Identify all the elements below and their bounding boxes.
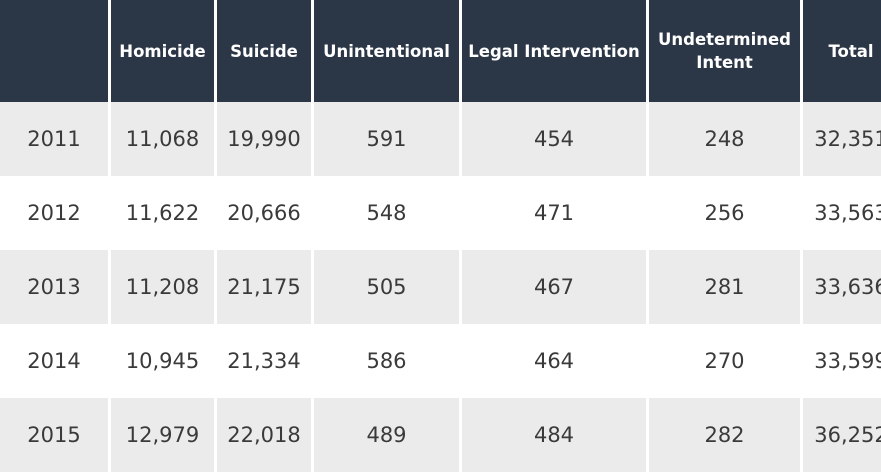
cell-unintentional: 548 — [314, 176, 459, 250]
cell-total: 36,252 — [803, 398, 881, 472]
cell-unintentional: 505 — [314, 250, 459, 324]
header-cell-legal-intervention: Legal Intervention — [462, 0, 646, 102]
cell-homicide: 10,945 — [111, 324, 214, 398]
cell-undetermined-intent: 256 — [649, 176, 800, 250]
cell-undetermined-intent: 281 — [649, 250, 800, 324]
cell-total: 33,563 — [803, 176, 881, 250]
cell-undetermined-intent: 282 — [649, 398, 800, 472]
header-cell-unintentional: Unintentional — [314, 0, 459, 102]
cell-year: 2015 — [0, 398, 108, 472]
cell-homicide: 11,622 — [111, 176, 214, 250]
cell-year: 2013 — [0, 250, 108, 324]
cell-suicide: 21,334 — [217, 324, 311, 398]
cell-undetermined-intent: 248 — [649, 102, 800, 176]
cell-undetermined-intent: 270 — [649, 324, 800, 398]
cell-total: 33,636 — [803, 250, 881, 324]
cell-total: 33,599 — [803, 324, 881, 398]
header-cell-total: Total — [803, 0, 881, 102]
cell-homicide: 11,068 — [111, 102, 214, 176]
cell-year: 2014 — [0, 324, 108, 398]
cell-unintentional: 591 — [314, 102, 459, 176]
header-cell-undetermined-intent: Undetermined Intent — [649, 0, 800, 102]
cell-legal-intervention: 471 — [462, 176, 646, 250]
cell-unintentional: 489 — [314, 398, 459, 472]
header-cell-year — [0, 0, 108, 102]
header-cell-homicide: Homicide — [111, 0, 214, 102]
header-cell-suicide: Suicide — [217, 0, 311, 102]
cell-suicide: 20,666 — [217, 176, 311, 250]
cell-legal-intervention: 484 — [462, 398, 646, 472]
cell-suicide: 21,175 — [217, 250, 311, 324]
cell-legal-intervention: 464 — [462, 324, 646, 398]
cell-suicide: 22,018 — [217, 398, 311, 472]
cell-unintentional: 586 — [314, 324, 459, 398]
cell-homicide: 11,208 — [111, 250, 214, 324]
cell-year: 2011 — [0, 102, 108, 176]
cell-suicide: 19,990 — [217, 102, 311, 176]
cell-legal-intervention: 467 — [462, 250, 646, 324]
cell-legal-intervention: 454 — [462, 102, 646, 176]
cell-year: 2012 — [0, 176, 108, 250]
cell-homicide: 12,979 — [111, 398, 214, 472]
cell-total: 32,351 — [803, 102, 881, 176]
